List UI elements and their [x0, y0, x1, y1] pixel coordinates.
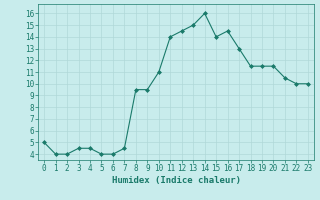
X-axis label: Humidex (Indice chaleur): Humidex (Indice chaleur): [111, 176, 241, 185]
